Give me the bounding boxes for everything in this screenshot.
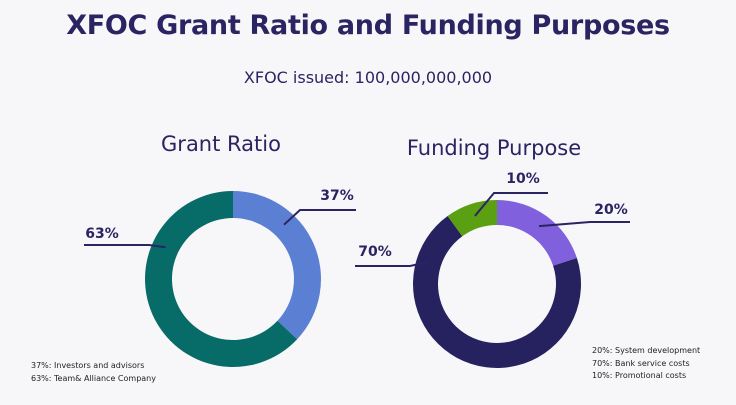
- slice-label: 20%: [594, 202, 628, 218]
- leader-line: [283, 209, 356, 226]
- page-title: XFOC Grant Ratio and Funding Purposes: [66, 10, 670, 41]
- grant-ratio-title: Grant Ratio: [161, 132, 281, 156]
- grant-ratio-chart: 37% 63%: [84, 188, 356, 367]
- leader-line: [474, 192, 548, 217]
- legend-item: 20%: System development: [592, 346, 701, 355]
- legend-item: 10%: Promotional costs: [592, 371, 687, 380]
- donut-slice: [497, 200, 577, 266]
- funding-purpose-legend: 20%: System development 70%: Bank servic…: [592, 345, 700, 383]
- slice-label: 37%: [320, 188, 354, 204]
- donut-slice: [447, 200, 497, 237]
- slice-label: 63%: [85, 226, 119, 242]
- donut-slice: [412, 216, 581, 368]
- slice-label: 10%: [506, 171, 540, 187]
- donut-slice: [145, 191, 298, 367]
- donut-slice: [233, 191, 321, 340]
- leader-line: [84, 244, 166, 249]
- leader-line: [355, 260, 430, 267]
- funding-purpose-chart: 20% 70% 10%: [355, 171, 630, 368]
- grant-ratio-legend: 37%: Investors and advisors 63%: Team& A…: [31, 360, 156, 385]
- slice-label: 70%: [358, 244, 392, 260]
- legend-item: 63%: Team& Alliance Company: [31, 373, 156, 383]
- legend-item: 70%: Bank service costs: [592, 358, 690, 368]
- funding-purpose-title: Funding Purpose: [406, 136, 582, 160]
- leader-line: [538, 221, 630, 228]
- legend-item: 37%: Investors and advisors: [31, 361, 145, 370]
- page-subtitle: XFOC issued: 100,000,000,000: [243, 68, 493, 87]
